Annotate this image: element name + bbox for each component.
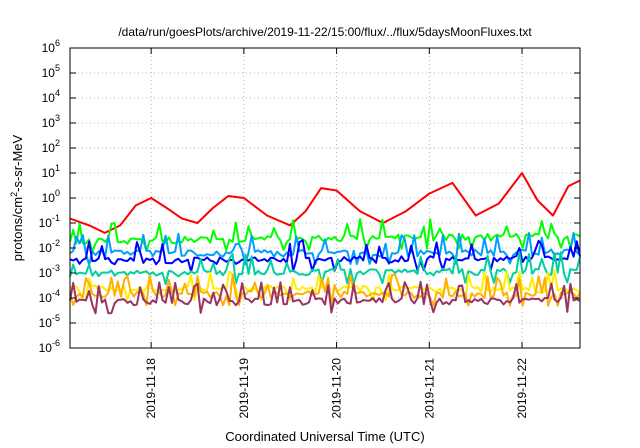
y-tick-label: 102 <box>42 138 60 155</box>
x-axis-label: Coordinated Universal Time (UTC) <box>225 429 424 444</box>
y-tick-label: 10-5 <box>39 313 60 330</box>
x-tick-label: 2019-11-20 <box>330 358 344 419</box>
x-tick-label: 2019-11-21 <box>422 358 436 419</box>
y-tick-label: 101 <box>42 163 60 180</box>
x-axis-ticks: 2019-11-18 2019-11-19 2019-11-20 2019-11-21… <box>144 48 529 419</box>
y-axis-label-part1: protons/cm <box>10 197 25 261</box>
y-tick-label: 10-6 <box>39 338 60 355</box>
series-line-6 <box>69 273 581 307</box>
series-line-3 <box>69 239 581 273</box>
series-line-4 <box>69 251 581 285</box>
y-tick-label: 10-1 <box>39 213 60 230</box>
series-layer <box>69 172 581 315</box>
y-axis-label-part2: -s-sr-MeV <box>10 134 25 191</box>
y-tick-label: 10-3 <box>39 263 60 280</box>
y-axis-label: protons/cm2-s-sr-MeV <box>9 134 25 261</box>
y-tick-label: 103 <box>42 113 60 130</box>
x-tick-label: 2019-11-22 <box>515 358 529 419</box>
y-tick-label: 10-2 <box>39 238 60 255</box>
series-line-2 <box>69 231 581 266</box>
x-tick-label: 2019-11-18 <box>144 358 158 419</box>
series-line-7 <box>69 280 581 315</box>
y-tick-label: 106 <box>42 38 60 55</box>
series-line-0 <box>69 172 581 234</box>
chart-title: /data/run/goesPlots/archive/2019-11-22/1… <box>118 25 532 39</box>
y-tick-label: 104 <box>42 88 60 105</box>
y-tick-label: 10-4 <box>39 288 60 305</box>
y-axis-ticks: 10-6 10-5 10-4 10-3 10-2 10-1 100 101 102 103 104 1… <box>39 38 580 355</box>
x-tick-label: 2019-11-19 <box>237 358 251 419</box>
y-tick-label: 100 <box>42 188 60 205</box>
y-tick-label: 105 <box>42 63 60 80</box>
y-axis-label-sup: 2 <box>9 192 19 197</box>
